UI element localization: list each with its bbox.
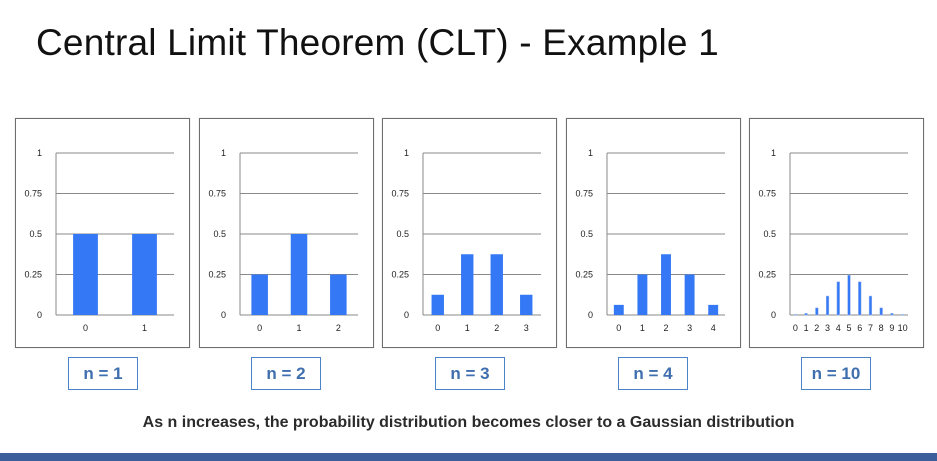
bar [890,313,894,316]
bar [879,307,883,316]
bar [490,254,503,315]
y-tick-label: 0.25 [208,270,226,280]
y-tick-label: 0.75 [575,189,593,199]
n-label-10: n = 10 [801,357,871,390]
y-tick-label: 0.5 [213,229,226,239]
bar [661,254,671,315]
chart-panel-n2: 1 0.75 0.5 0.25 0 0 1 2 [199,118,374,348]
y-tick-label: 0 [37,310,42,320]
bottom-bar [0,453,937,461]
bar [684,274,695,315]
y-tick-label: 0 [771,310,776,320]
x-tick-label: 10 [898,323,908,333]
y-tick-label: 0.75 [208,189,226,199]
y-tick-label: 0.25 [575,270,593,280]
x-tick-label: 0 [793,323,798,333]
chart-panel-n10: 1 0.75 0.5 0.25 0 0 1 2 3 4 5 6 7 8 9 10 [749,118,924,348]
chart-n1: 1 0.75 0.5 0.25 0 0 1 [24,148,174,333]
x-tick-label: 7 [868,323,873,333]
bar [793,314,797,316]
x-tick-label: 0 [435,323,440,333]
x-tick-label: 2 [814,323,819,333]
x-tick-label: 0 [257,323,262,333]
y-tick-label: 0.5 [396,229,409,239]
bar [804,313,808,316]
x-tick-label: 1 [640,323,645,333]
x-tick-label: 3 [524,323,529,333]
x-tick-label: 0 [83,323,88,333]
slide-title: Central Limit Theorem (CLT) - Example 1 [36,22,719,63]
bar [708,304,719,315]
chart-n2: 1 0.75 0.5 0.25 0 0 1 2 [208,148,358,333]
x-tick-label: 8 [879,323,884,333]
bar [251,274,268,315]
bar [290,234,308,315]
x-tick-label: 4 [836,323,841,333]
n-label-2: n = 2 [251,357,321,390]
y-tick-label: 0.25 [758,270,776,280]
n-label-1: n = 1 [68,357,138,390]
bar [73,234,98,315]
x-tick-label: 5 [846,323,851,333]
bar [613,304,624,315]
y-tick-label: 1 [37,148,42,158]
bar [637,274,648,315]
chart-panel-n1: 1 0.75 0.5 0.25 0 0 1 [15,118,190,348]
y-tick-label: 1 [588,148,593,158]
n-label-3: n = 3 [435,357,505,390]
bar [330,274,347,315]
x-tick-label: 2 [336,323,341,333]
x-tick-label: 9 [889,323,894,333]
y-tick-label: 0 [221,310,226,320]
y-tick-label: 1 [221,148,226,158]
bar [836,281,840,316]
chart-n4: 1 0.75 0.5 0.25 0 0 1 2 3 4 [575,148,725,333]
x-tick-label: 6 [857,323,862,333]
y-tick-label: 1 [771,148,776,158]
slide-caption: As n increases, the probability distribu… [142,414,795,431]
x-tick-label: 1 [296,323,301,333]
bar [901,314,905,316]
bar [847,274,851,316]
x-tick-label: 3 [825,323,830,333]
x-tick-label: 1 [804,323,809,333]
chart-panel-n4: 1 0.75 0.5 0.25 0 0 1 2 3 4 [566,118,741,348]
bar [825,295,830,316]
bar [815,307,819,316]
y-tick-label: 0.75 [758,189,776,199]
bar [520,294,533,315]
y-tick-label: 0.5 [29,229,42,239]
bar [868,295,873,316]
y-tick-label: 0 [404,310,409,320]
y-tick-label: 0.5 [580,229,593,239]
bar [461,254,474,315]
bar [858,281,862,316]
x-tick-label: 0 [616,323,621,333]
x-tick-label: 2 [663,323,668,333]
x-tick-label: 4 [711,323,716,333]
x-tick-label: 2 [494,323,499,333]
y-tick-label: 0.75 [24,189,42,199]
chart-n3: 1 0.75 0.5 0.25 0 0 1 2 3 [391,148,541,333]
y-tick-label: 1 [404,148,409,158]
bar [132,234,157,315]
bar [431,294,444,315]
y-tick-label: 0.25 [391,270,409,280]
y-tick-label: 0.75 [391,189,409,199]
x-tick-label: 1 [465,323,470,333]
n-label-4: n = 4 [618,357,688,390]
y-tick-label: 0.5 [763,229,776,239]
y-tick-label: 0 [588,310,593,320]
chart-panel-n3: 1 0.75 0.5 0.25 0 0 1 2 3 [382,118,557,348]
x-tick-label: 3 [687,323,692,333]
y-tick-label: 0.25 [24,270,42,280]
x-tick-label: 1 [142,323,147,333]
